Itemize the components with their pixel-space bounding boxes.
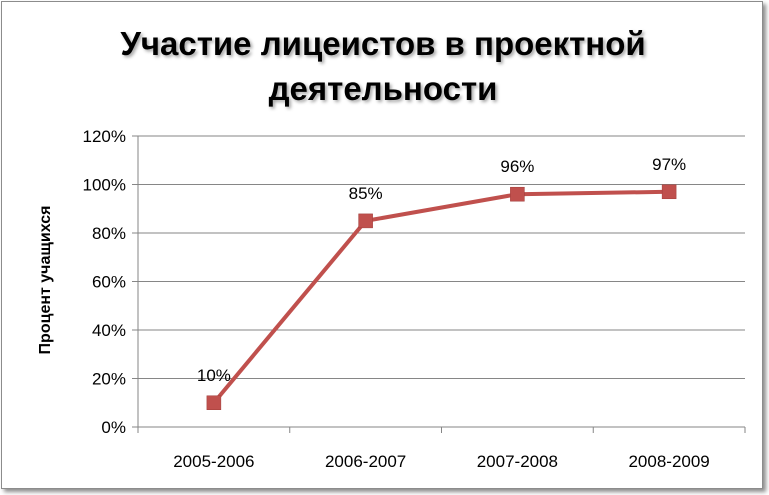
x-tick-label-2007-2008: 2007-2008 [477, 452, 558, 471]
y-tick-label-120: 120% [83, 127, 126, 146]
data-point-2008-2009 [661, 184, 677, 200]
y-tick-label-80: 80% [92, 224, 126, 243]
y-tick-label-0: 0% [101, 418, 126, 437]
data-label-2007-2008: 96% [500, 157, 534, 176]
chart-title-line-1: Участие лицеистов в проектной [120, 25, 645, 62]
series-line-0 [212, 189, 670, 405]
data-label-2006-2007: 85% [349, 184, 383, 203]
y-tick-labels: 0% 20% 40% 60% 80% 100% 120% [83, 127, 126, 437]
data-point-2005-2006 [206, 395, 222, 410]
y-tick-label-20: 20% [92, 370, 126, 389]
data-point-2007-2008 [510, 186, 525, 202]
series-line-group [212, 189, 670, 405]
x-tick-label-2005-2006: 2005-2006 [173, 452, 254, 471]
data-point-2006-2007 [358, 213, 373, 229]
y-tick-label-60: 60% [92, 273, 126, 292]
y-tick-label-100: 100% [83, 176, 126, 195]
data-label-2005-2006: 10% [197, 366, 231, 385]
x-tick-label-2008-2009: 2008-2009 [628, 452, 709, 471]
data-label-2008-2009: 97% [652, 155, 686, 174]
axes [132, 135, 746, 433]
x-tick-labels: 2005-2006 2006-2007 2007-2008 2008-2009 [173, 452, 710, 471]
gridlines [138, 135, 745, 379]
data-labels: 10% 85% 96% 97% [197, 155, 686, 385]
x-tick-label-2006-2007: 2006-2007 [325, 452, 406, 471]
chart-title: Участие лицеистов в проектной деятельнос… [120, 25, 645, 107]
chart-title-line-2: деятельности [269, 70, 498, 107]
y-tick-label-40: 40% [92, 321, 126, 340]
chart-frame [1, 1, 763, 489]
y-axis-label: Процент учащихся [37, 206, 54, 355]
data-markers [206, 184, 677, 410]
